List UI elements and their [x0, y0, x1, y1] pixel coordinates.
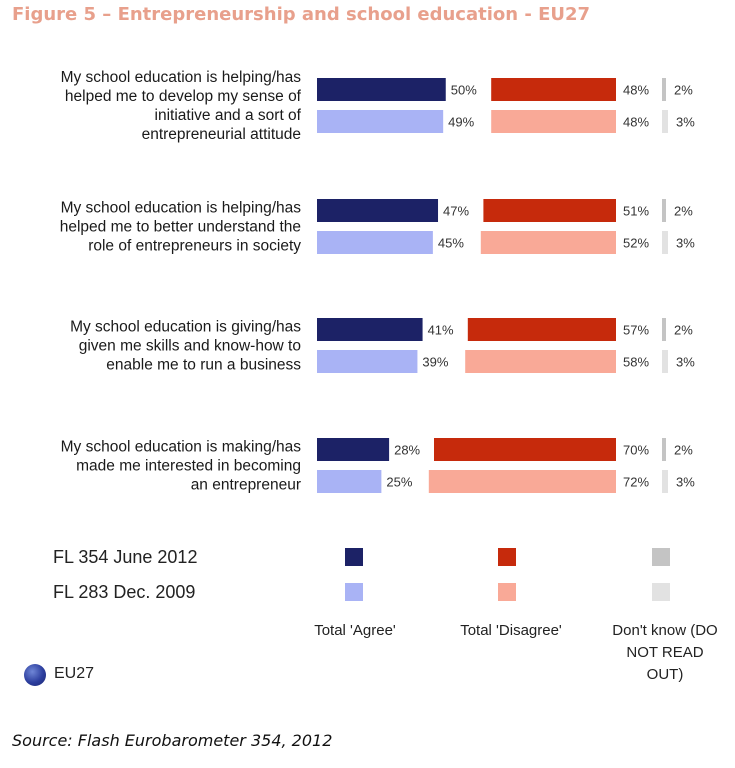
dont-know-value-label: 3% — [676, 355, 695, 370]
question-label-line: My school education is giving/has — [70, 319, 301, 336]
legend-category-label: NOT READ — [626, 644, 703, 661]
dont-know-bar — [662, 231, 668, 254]
disagree-value-label: 70% — [623, 443, 649, 458]
question-label-line: initiative and a sort of — [155, 107, 302, 124]
question-label-line: entrepreneurial attitude — [142, 126, 301, 143]
disagree-value-label: 52% — [623, 236, 649, 251]
disagree-bar — [434, 438, 616, 461]
legend-swatch — [498, 583, 516, 601]
legend-category-label: OUT) — [647, 666, 684, 683]
question-label-line: My school education is helping/has — [61, 69, 302, 86]
agree-bar — [317, 350, 418, 373]
question-label-line: given me skills and know-how to — [79, 338, 301, 355]
dont-know-bar — [662, 110, 668, 133]
legend-swatch — [498, 548, 516, 566]
legend-category-label: Total 'Agree' — [314, 622, 396, 639]
legend-swatch — [652, 548, 670, 566]
question-label-line: helped me to better understand the — [60, 219, 301, 236]
disagree-value-label: 57% — [623, 323, 649, 338]
dont-know-bar — [662, 318, 666, 341]
disagree-value-label: 51% — [623, 204, 649, 219]
disagree-value-label: 48% — [623, 83, 649, 98]
dont-know-value-label: 2% — [674, 323, 693, 338]
legend-swatch — [345, 583, 363, 601]
dont-know-bar — [662, 199, 666, 222]
agree-value-label: 45% — [438, 236, 464, 251]
dont-know-value-label: 2% — [674, 204, 693, 219]
agree-value-label: 39% — [422, 355, 448, 370]
agree-value-label: 49% — [448, 115, 474, 130]
dont-know-bar — [662, 438, 666, 461]
legend-wave-label: FL 283 Dec. 2009 — [53, 582, 195, 602]
agree-bar — [317, 318, 423, 341]
question-label-line: My school education is making/has — [61, 439, 302, 456]
legend-wave-label: FL 354 June 2012 — [53, 547, 197, 567]
legend-swatch — [345, 548, 363, 566]
eu-flag-icon — [24, 664, 46, 686]
agree-bar — [317, 199, 439, 222]
disagree-bar — [428, 470, 616, 493]
agree-bar — [317, 438, 390, 461]
dont-know-value-label: 3% — [676, 115, 695, 130]
agree-value-label: 25% — [386, 475, 412, 490]
dont-know-value-label: 3% — [676, 475, 695, 490]
question-label-line: enable me to run a business — [106, 357, 301, 374]
dont-know-bar — [662, 350, 668, 373]
disagree-value-label: 48% — [623, 115, 649, 130]
disagree-bar — [467, 318, 616, 341]
question-label-line: an entrepreneur — [191, 477, 301, 494]
agree-value-label: 47% — [443, 204, 469, 219]
figure-title: Figure 5 – Entrepreneurship and school e… — [12, 4, 591, 25]
disagree-bar — [491, 78, 616, 101]
disagree-bar — [480, 231, 616, 254]
dont-know-value-label: 3% — [676, 236, 695, 251]
question-label-line: My school education is helping/has — [61, 200, 302, 217]
legend-category-label: Don't know (DO — [612, 622, 717, 639]
source-note: Source: Flash Eurobarometer 354, 2012 — [12, 731, 333, 750]
legend-category-label: Total 'Disagree' — [460, 622, 562, 639]
disagree-bar — [465, 350, 616, 373]
disagree-value-label: 58% — [623, 355, 649, 370]
region-label: EU27 — [54, 665, 95, 682]
disagree-bar — [491, 110, 616, 133]
dont-know-bar — [662, 78, 666, 101]
question-label-line: role of entrepreneurs in society — [88, 238, 301, 255]
agree-value-label: 28% — [394, 443, 420, 458]
agree-bar — [317, 78, 446, 101]
question-label-line: helped me to develop my sense of — [65, 88, 302, 105]
question-label-line: made me interested in becoming — [76, 458, 301, 475]
disagree-value-label: 72% — [623, 475, 649, 490]
dont-know-value-label: 2% — [674, 443, 693, 458]
dont-know-value-label: 2% — [674, 83, 693, 98]
agree-bar — [317, 470, 382, 493]
agree-bar — [317, 110, 444, 133]
disagree-bar — [483, 199, 616, 222]
legend-swatch — [652, 583, 670, 601]
agree-bar — [317, 231, 433, 254]
dont-know-bar — [662, 470, 668, 493]
agree-value-label: 41% — [428, 323, 454, 338]
agree-value-label: 50% — [451, 83, 477, 98]
